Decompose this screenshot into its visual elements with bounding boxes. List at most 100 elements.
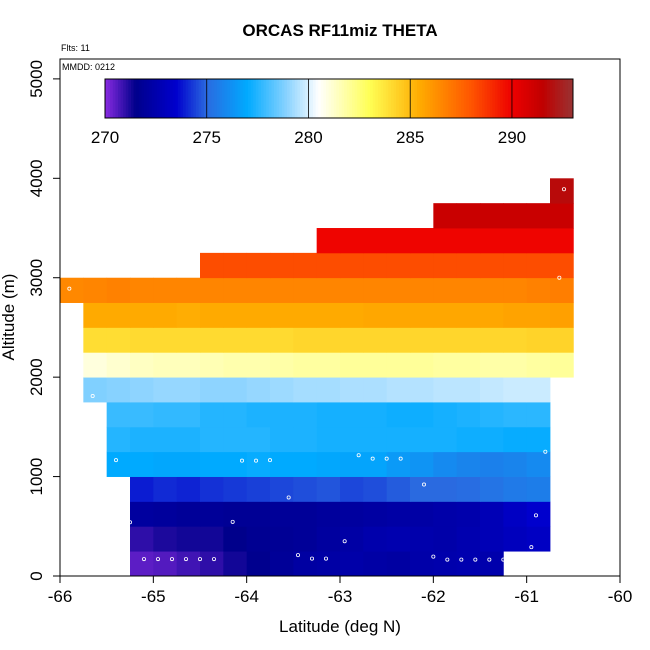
colorbar-segment [469,79,473,118]
heatmap-cell [550,327,574,353]
colorbar-segment [170,79,174,118]
colorbar-segment [326,79,330,118]
heatmap-cell [270,402,294,428]
heatmap-cell [106,327,131,353]
heatmap-cell [480,302,504,328]
heatmap-cell [153,377,178,403]
sample-point [543,449,548,454]
colorbar-segment [401,79,405,118]
colorbar-segment [565,79,569,118]
colorbar-segment [248,79,252,118]
heatmap-cell [176,402,201,428]
heatmap-cell [293,252,318,279]
heatmap-cell [410,252,434,279]
colorbar-tick-label: 275 [193,128,221,147]
heatmap-cell [316,277,341,303]
heatmap-cell [176,302,201,328]
heatmap-cell [433,352,458,378]
heatmap-cell [410,402,434,428]
colorbar-segment [502,79,506,118]
colorbar-segment [157,79,161,118]
heatmap-cell [316,551,341,577]
colorbar-segment [497,79,501,118]
heatmap-cell [480,327,504,353]
colorbar-segment [372,79,376,118]
heatmap-cell [316,252,341,279]
heatmap-cell [130,327,154,353]
heatmap-cell [316,526,341,552]
heatmap-cell [293,526,318,552]
date-annotation: MMDD: 0212 [62,62,115,72]
heatmap-cell [340,228,364,254]
colorbar-segment [570,79,574,118]
colorbar-segment [136,79,140,118]
heatmap-cell [340,526,364,552]
heatmap-cell [130,302,154,328]
heatmap-cell [223,252,248,279]
colorbar-segment [183,79,187,118]
colorbar-tick-label: 290 [498,128,526,147]
heatmap-cell [200,551,224,577]
heatmap-cell [433,277,458,303]
heatmap-cell [153,451,178,477]
heatmap-cell [130,377,154,403]
colorbar-segment [508,79,512,118]
colorbar-segment [167,79,171,118]
heatmap-cell [153,551,178,577]
colorbar-segment [201,79,205,118]
colorbar-segment [445,79,449,118]
heatmap-cell [456,476,481,502]
heatmap-cell [270,302,294,328]
heatmap-cell [153,426,178,453]
colorbar-segment [177,79,181,118]
sample-point [487,557,492,562]
colorbar-segment [554,79,558,118]
colorbar-segment [227,79,231,118]
colorbar-segment [437,79,441,118]
colorbar-segment [149,79,153,118]
heatmap-cells [60,178,574,577]
heatmap-cell [386,277,411,303]
colorbar-segment [378,79,382,118]
sample-point [398,456,403,461]
heatmap-cell [223,277,248,303]
colorbar-segment [456,79,460,118]
heatmap-cell [503,228,528,254]
colorbar-segment [492,79,496,118]
sample-point [473,557,478,562]
colorbar-segment [547,79,551,118]
colorbar-segment [310,79,314,118]
colorbar-tick-label: 270 [91,128,119,147]
heatmap-cell [153,302,178,328]
colorbar-segment [206,79,210,118]
heatmap-cell [223,551,248,577]
colorbar-segment [349,79,353,118]
heatmap-cell [456,203,481,229]
heatmap-cell [293,302,318,328]
heatmap-cell [480,277,504,303]
heatmap-cell [363,402,388,428]
heatmap-cell [293,476,318,502]
heatmap-cell [246,501,271,527]
colorbar-segment [229,79,233,118]
colorbar-segment [357,79,361,118]
heatmap-cell [293,451,318,477]
heatmap-cell [410,451,434,477]
sample-point [501,557,506,562]
heatmap-cell [503,203,528,229]
colorbar-segment [318,79,322,118]
heatmap-cell [386,302,411,328]
heatmap-cell [503,451,528,477]
heatmap-cell [410,501,434,527]
heatmap-cell [316,501,341,527]
heatmap-cell [316,327,341,353]
colorbar-segment [489,79,493,118]
heatmap-cell [223,377,248,403]
heatmap-cell [176,501,201,527]
heatmap-cell [200,476,224,502]
x-tick-label: -64 [234,587,259,606]
heatmap-cell [83,302,108,328]
colorbar-segment [261,79,265,118]
colorbar-segment [521,79,525,118]
flights-annotation: Flts: 11 [61,43,90,53]
